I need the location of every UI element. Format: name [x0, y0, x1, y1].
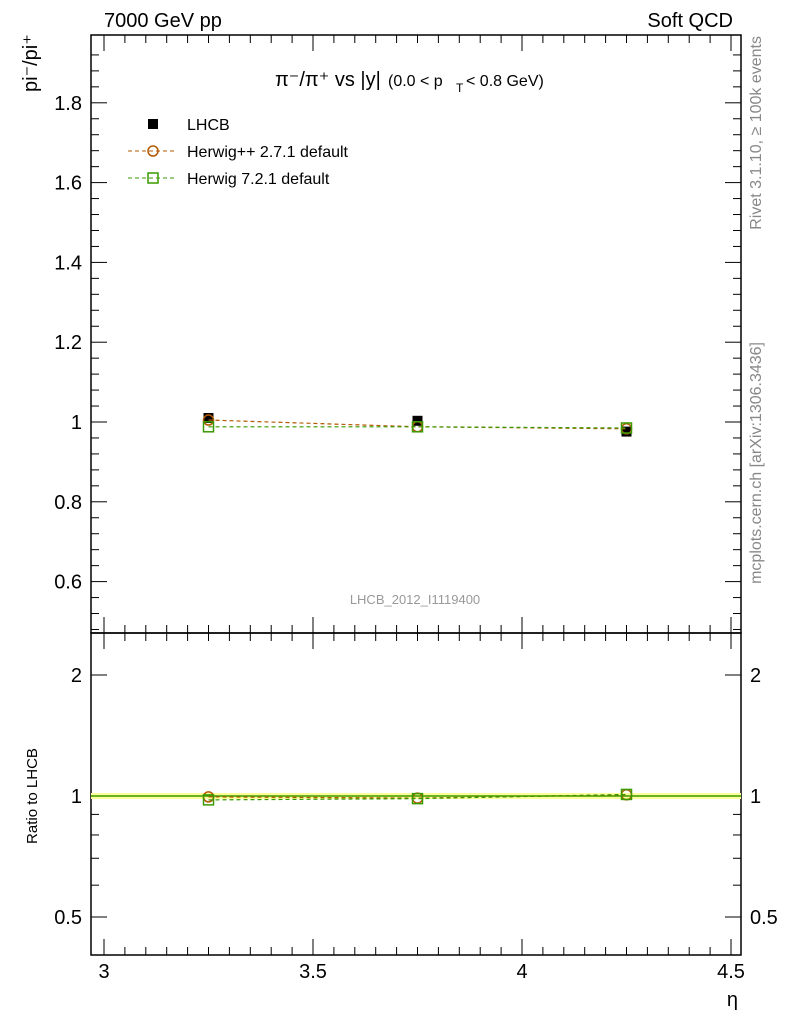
data-point-0-0	[203, 413, 214, 424]
x-axis-label: η	[727, 989, 738, 1011]
data-point-0-1	[412, 415, 423, 426]
legend-marker-1	[147, 145, 159, 157]
data-point-2-1	[411, 421, 424, 433]
ratio-y-axis-label: Ratio to LHCB	[24, 748, 41, 844]
side-text-bottom: mcplots.cern.ch [arXiv:1306.3436]	[748, 342, 765, 584]
y-tick-label: 0.8	[54, 492, 82, 514]
plot-subtitle: (0.0 < p	[388, 73, 443, 90]
legend-marker-2	[147, 172, 159, 184]
x-tick-label: 4.5	[717, 961, 745, 983]
plot-subtitle-subscript: T	[456, 81, 464, 95]
x-tick-label: 3.5	[299, 961, 327, 983]
watermark: LHCB_2012_I1119400	[350, 592, 480, 607]
side-text-top: Rivet 3.1.10, ≥ 100k events	[748, 36, 765, 230]
y-tick-label: 1.4	[54, 252, 82, 274]
ratio-point-2-1	[411, 792, 424, 805]
ratio-y-tick-label: 0.5	[54, 907, 82, 929]
data-point-0-2	[621, 426, 632, 437]
y-tick-label: 1.6	[54, 173, 82, 195]
x-tick-label: 4	[516, 961, 527, 983]
ratio-y-tick-label-right: 1	[750, 786, 761, 808]
ratio-y-tick-label: 2	[71, 665, 82, 687]
legend-marker-0	[148, 119, 158, 129]
series-line-2	[208, 426, 627, 429]
y-tick-label: 0.6	[54, 572, 82, 594]
y-tick-label: 1.2	[54, 332, 82, 354]
header-left: 7000 GeV pp	[104, 10, 222, 32]
data-point-2-0	[202, 421, 215, 433]
y-tick-label: 1	[71, 412, 82, 434]
data-point-1-0	[202, 414, 215, 426]
legend-label-0: LHCB	[187, 117, 230, 134]
data-point-2-2	[620, 422, 633, 434]
header-right: Soft QCD	[647, 10, 733, 32]
ratio-point-2-0	[202, 794, 215, 806]
plot-subtitle-end: < 0.8 GeV)	[466, 73, 544, 90]
ratio-y-tick-label: 1	[71, 786, 82, 808]
ratio-point-2-2	[620, 788, 633, 801]
y-tick-label: 1.8	[54, 93, 82, 115]
legend-label-1: Herwig++ 2.7.1 default	[187, 144, 349, 161]
ratio-y-tick-label-right: 2	[750, 665, 761, 687]
y-axis-label: pi⁻/pi⁺	[20, 34, 42, 92]
legend-label-2: Herwig 7.2.1 default	[187, 171, 330, 188]
x-tick-label: 3	[98, 961, 109, 983]
ratio-y-tick-label-right: 0.5	[750, 907, 778, 929]
plot-title: π⁻/π⁺ vs |y|	[275, 69, 381, 91]
